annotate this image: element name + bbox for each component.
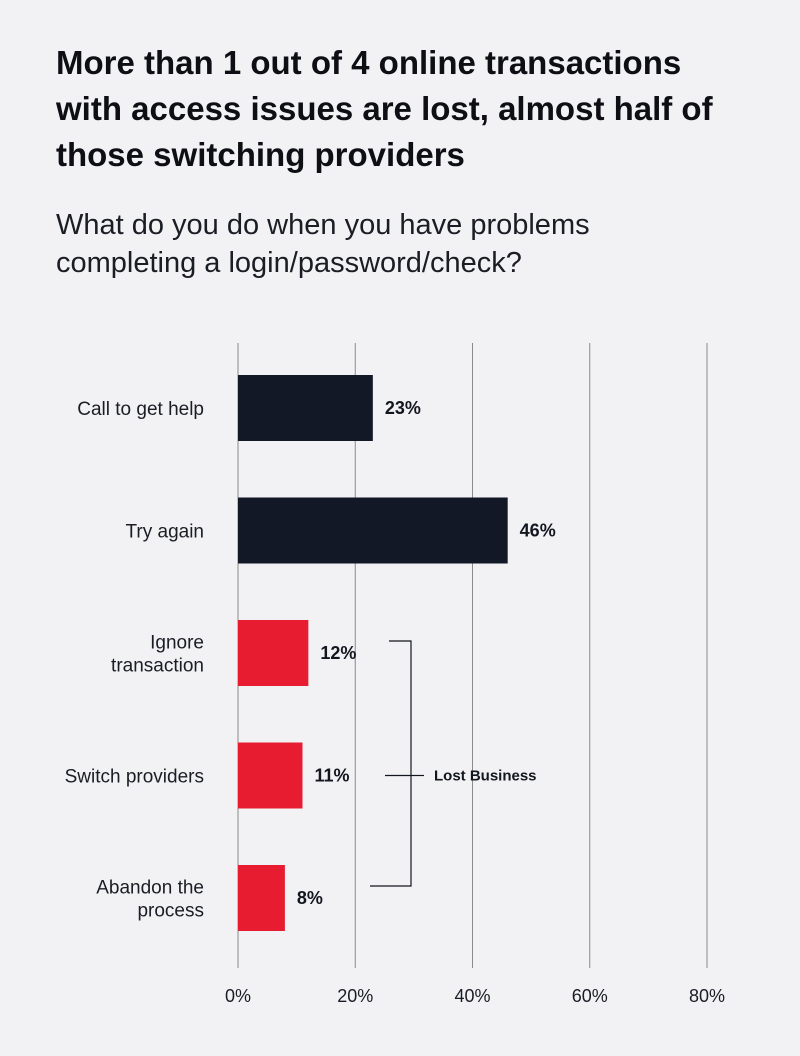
value-label: 23% (385, 398, 421, 418)
bar (238, 497, 508, 564)
x-tick-label: 80% (689, 986, 725, 1006)
labels: 0% 20% 40% 60% 80% 23% Call to get help 46% Try … (65, 398, 725, 1006)
bar (238, 620, 309, 686)
chart-subtitle: What do you do when you have problems co… (56, 209, 590, 279)
bar (238, 865, 285, 931)
category-label: Ignore (150, 633, 204, 654)
value-label: 46% (520, 521, 556, 541)
bracket-line (370, 640, 412, 887)
category-label: transaction (111, 656, 204, 677)
bar (238, 742, 303, 809)
category-label: process (137, 901, 204, 922)
x-tick-label: 20% (337, 986, 373, 1006)
x-tick-label: 0% (225, 986, 251, 1006)
lost-business-bracket: Lost Business (370, 640, 537, 887)
x-tick-label: 40% (454, 986, 490, 1006)
value-label: 12% (320, 643, 356, 663)
chart-title: More than 1 out of 4 online transactions… (56, 44, 713, 173)
category-label: Try again (126, 522, 205, 543)
value-label: 11% (314, 766, 349, 786)
bar (238, 375, 373, 441)
x-tick-label: 60% (572, 986, 608, 1006)
category-label: Abandon the (96, 878, 204, 899)
category-label: Call to get help (77, 399, 204, 420)
bars (238, 375, 508, 931)
value-label: 8% (297, 888, 323, 908)
lost-business-label: Lost Business (434, 768, 537, 785)
category-label: Switch providers (65, 767, 204, 788)
